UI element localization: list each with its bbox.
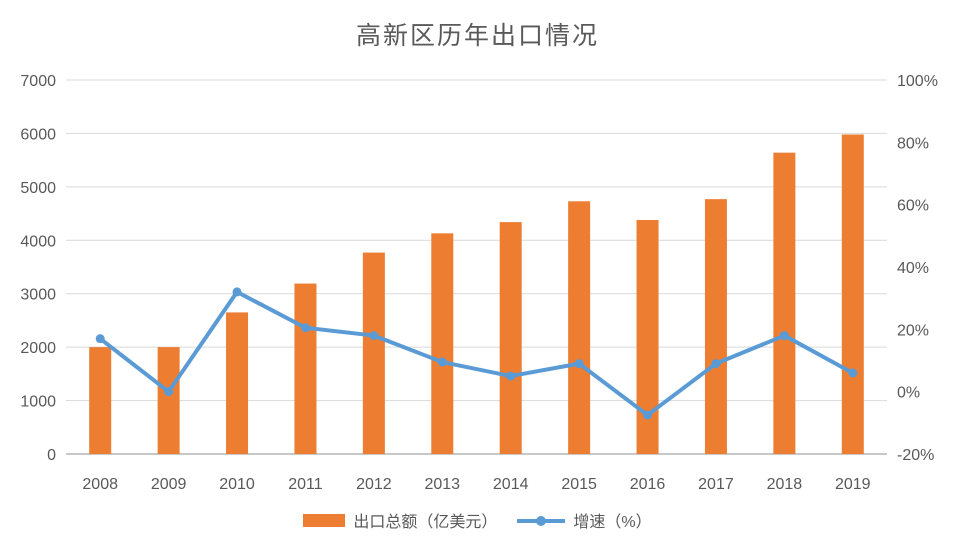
right-axis-tick-label: 40% — [897, 260, 929, 277]
data-point-marker — [779, 331, 789, 341]
data-point-marker — [232, 287, 242, 297]
bar — [294, 283, 317, 454]
left-axis-tick-label: 7000 — [20, 73, 56, 90]
chart-title: 高新区历年出口情况 — [355, 22, 599, 50]
left-axis-tick-label: 3000 — [20, 287, 56, 304]
x-axis-tick-label: 2017 — [698, 476, 734, 493]
data-point-marker — [848, 368, 858, 378]
legend-item-exports: 出口总额（亿美元） — [303, 508, 497, 532]
data-point-marker — [643, 410, 653, 420]
x-axis-tick-label: 2008 — [82, 476, 118, 493]
right-axis-tick-label: 80% — [897, 135, 929, 152]
legend: 出口总额（亿美元） 增速（%） — [0, 508, 955, 532]
data-point-marker — [711, 359, 721, 369]
data-point-marker — [369, 331, 379, 341]
legend-item-growth: 增速（%） — [517, 508, 652, 532]
line-series-swatch-icon — [517, 514, 566, 527]
left-axis-tick-label: 0 — [47, 447, 56, 464]
bar-series-swatch-icon — [303, 513, 346, 527]
left-axis-tick-label: 6000 — [20, 126, 56, 143]
data-point-marker — [506, 371, 516, 381]
right-axis-tick-label: -20% — [897, 447, 934, 464]
right-axis-tick-label: 60% — [897, 198, 929, 215]
x-axis-tick-label: 2016 — [630, 476, 666, 493]
x-axis-tick-label: 2014 — [493, 476, 529, 493]
x-axis-tick-label: 2011 — [288, 476, 323, 493]
bar — [89, 347, 112, 454]
left-axis-tick-label: 1000 — [20, 394, 56, 411]
right-axis-tick-label: 20% — [897, 322, 929, 339]
left-axis-tick-label: 4000 — [20, 233, 56, 250]
left-axis-tick-label: 2000 — [20, 340, 56, 357]
data-point-marker — [95, 334, 105, 344]
x-axis-tick-label: 2012 — [356, 476, 392, 493]
bar — [226, 312, 249, 454]
x-axis-tick-label: 2009 — [151, 476, 187, 493]
data-point-marker — [164, 387, 174, 397]
bar — [362, 252, 385, 454]
bar — [157, 347, 180, 454]
x-axis-tick-label: 2010 — [219, 476, 255, 493]
x-axis-tick-label: 2013 — [424, 476, 460, 493]
right-axis-tick-label: 100% — [897, 73, 938, 90]
left-axis-tick-label: 5000 — [20, 180, 56, 197]
bar — [704, 199, 727, 454]
bar — [773, 152, 796, 455]
x-axis-tick-label: 2019 — [835, 476, 871, 493]
bar — [841, 134, 864, 455]
x-axis-tick-label: 2018 — [767, 476, 803, 493]
line-series — [98, 289, 855, 418]
bar — [568, 201, 591, 454]
bar — [499, 222, 522, 454]
bar — [636, 219, 659, 454]
right-axis-tick-label: 0% — [897, 385, 920, 402]
legend-label-growth: 增速（%） — [573, 514, 652, 531]
legend-label-exports: 出口总额（亿美元） — [353, 514, 498, 531]
bar — [431, 233, 454, 454]
x-axis-tick-label: 2015 — [561, 476, 597, 493]
data-point-marker — [437, 357, 447, 367]
data-point-marker — [300, 323, 310, 333]
data-point-marker — [574, 359, 584, 369]
